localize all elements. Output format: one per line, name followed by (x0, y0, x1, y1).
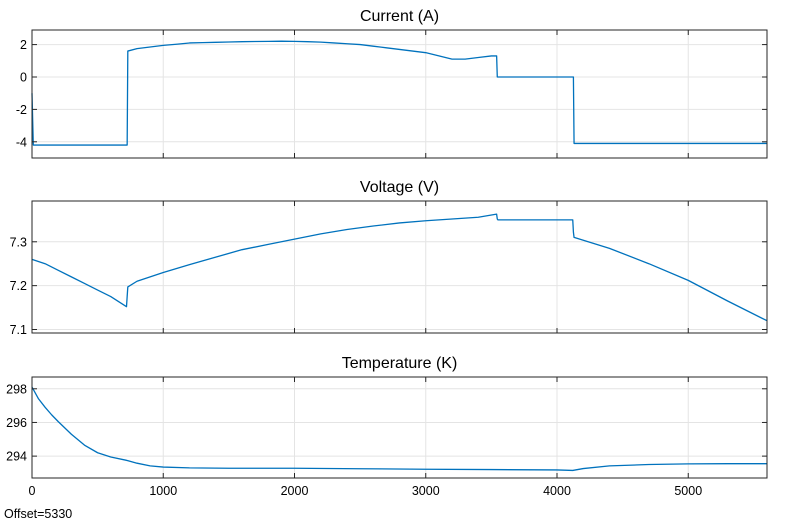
current-y-tick-label: -2 (16, 103, 27, 117)
temperature-x-tick-label: 5000 (674, 484, 702, 498)
voltage-plot: 7.3 7.2 7.1 Voltage (V) (10, 179, 768, 337)
time-offset-label: Offset=5330 (4, 507, 72, 521)
current-plot-area (31, 29, 768, 159)
voltage-plot-title: Voltage (V) (360, 179, 439, 196)
temperature-y-tick-label: 294 (6, 450, 27, 464)
temperature-plot: 0 1000 2000 3000 4000 5000 298 296 294 Temperatur… (6, 355, 768, 498)
voltage-y-tick-label: 7.2 (10, 279, 27, 293)
temperature-axes-frame (31, 376, 768, 479)
voltage-y-tick-label: 7.3 (10, 235, 27, 249)
current-y-tick-label: -4 (16, 135, 27, 149)
temperature-x-tick-label: 2000 (281, 484, 309, 498)
temperature-x-tick-label: 0 (29, 484, 36, 498)
current-series-line (31, 40, 767, 146)
current-axes-frame (31, 29, 768, 159)
plot-panels: 2 0 -2 -4 Current (A) 7.3 7.2 7.1 Voltage (V) 0 10… (6, 8, 768, 498)
temperature-plot-area (31, 376, 768, 479)
current-plot-title: Current (A) (360, 8, 439, 25)
temperature-x-tick-label: 4000 (543, 484, 571, 498)
temperature-x-tick-label: 3000 (412, 484, 440, 498)
current-y-tick-label: 2 (20, 38, 27, 52)
temperature-y-tick-label: 296 (6, 416, 27, 430)
temperature-plot-title: Temperature (K) (342, 355, 458, 372)
voltage-axes-frame (31, 200, 768, 334)
temperature-series-line (31, 386, 767, 472)
current-y-tick-label: 0 (20, 70, 27, 84)
current-plot: 2 0 -2 -4 Current (A) (16, 8, 768, 159)
voltage-y-tick-label: 7.1 (10, 323, 27, 337)
temperature-y-tick-label: 298 (6, 382, 27, 396)
temperature-x-tick-label: 1000 (149, 484, 177, 498)
voltage-series-line (31, 213, 768, 322)
